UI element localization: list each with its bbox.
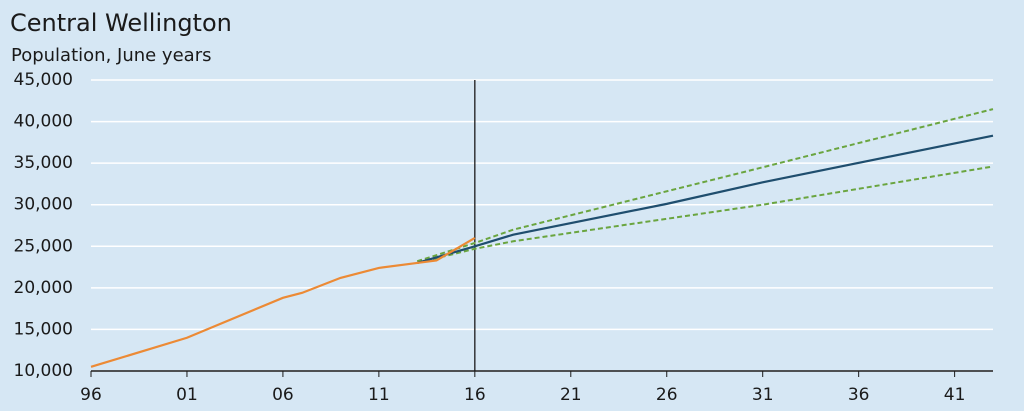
x-tick-label: 11	[368, 385, 390, 405]
series-line	[416, 134, 994, 264]
y-tick-label: 45,000	[14, 70, 73, 90]
y-tick-label: 15,000	[14, 319, 73, 339]
x-tick-label: 96	[80, 385, 102, 405]
x-tick-label: 21	[560, 385, 582, 405]
x-tick-label: 41	[944, 385, 966, 405]
x-tick-label: 06	[272, 385, 294, 405]
x-tick-label: 26	[656, 385, 678, 405]
chart-title: Central Wellington	[10, 9, 232, 37]
x-tick-label: 31	[752, 385, 774, 405]
series-line	[417, 165, 994, 264]
series-line	[90, 237, 476, 368]
y-tick-label: 30,000	[14, 195, 73, 215]
y-tick-label: 25,000	[14, 236, 73, 256]
y-tick-label: 10,000	[14, 361, 73, 381]
chart-subtitle: Population, June years	[11, 45, 211, 66]
y-tick-label: 40,000	[14, 112, 73, 132]
x-tick-label: 01	[176, 385, 198, 405]
x-tick-label: 16	[464, 385, 486, 405]
y-tick-label: 20,000	[14, 278, 73, 298]
x-tick-label: 36	[848, 385, 870, 405]
y-tick-label: 35,000	[14, 153, 73, 173]
